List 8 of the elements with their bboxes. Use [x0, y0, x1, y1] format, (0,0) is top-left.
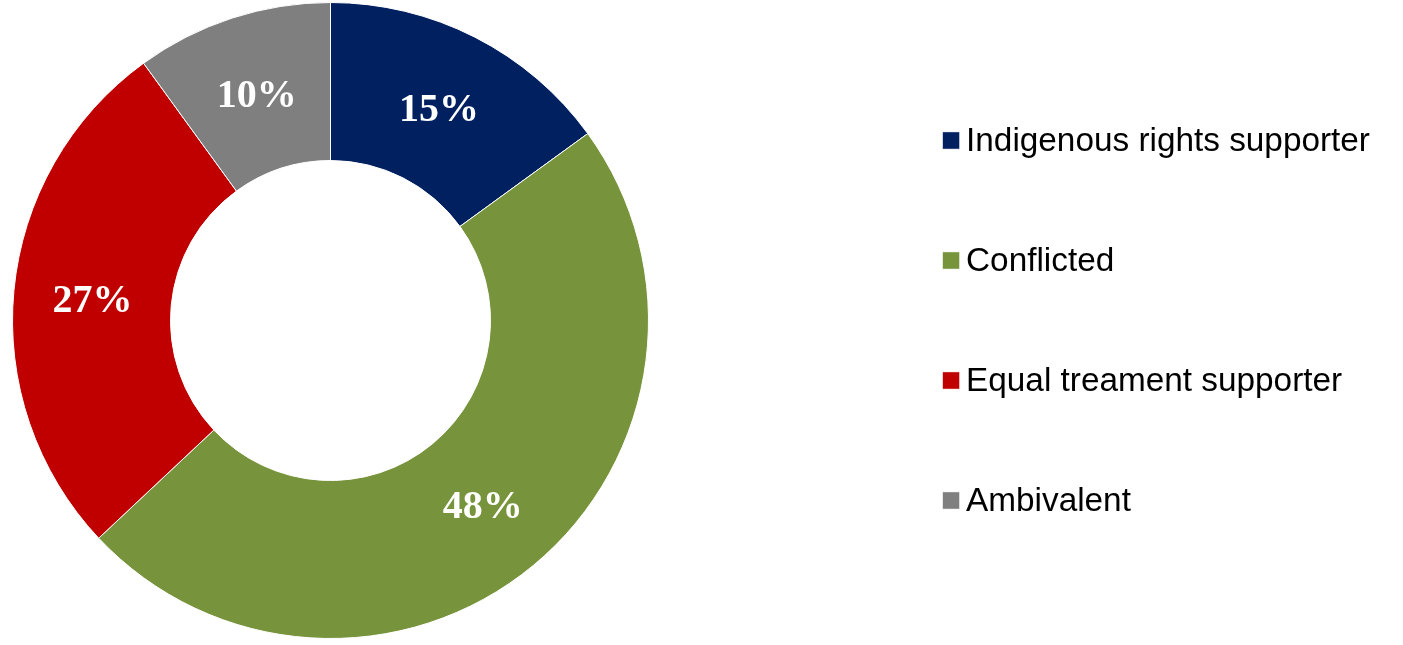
- legend-label: Conflicted: [966, 241, 1115, 279]
- legend-label: Ambivalent: [966, 481, 1131, 519]
- data-label: 15%: [399, 85, 479, 131]
- data-label: 10%: [216, 70, 297, 116]
- data-label: 27%: [52, 275, 133, 321]
- data-label: 48%: [442, 482, 523, 528]
- legend-label: Indigenous rights supporter: [966, 121, 1370, 159]
- legend-label: Equal treament supporter: [966, 361, 1343, 399]
